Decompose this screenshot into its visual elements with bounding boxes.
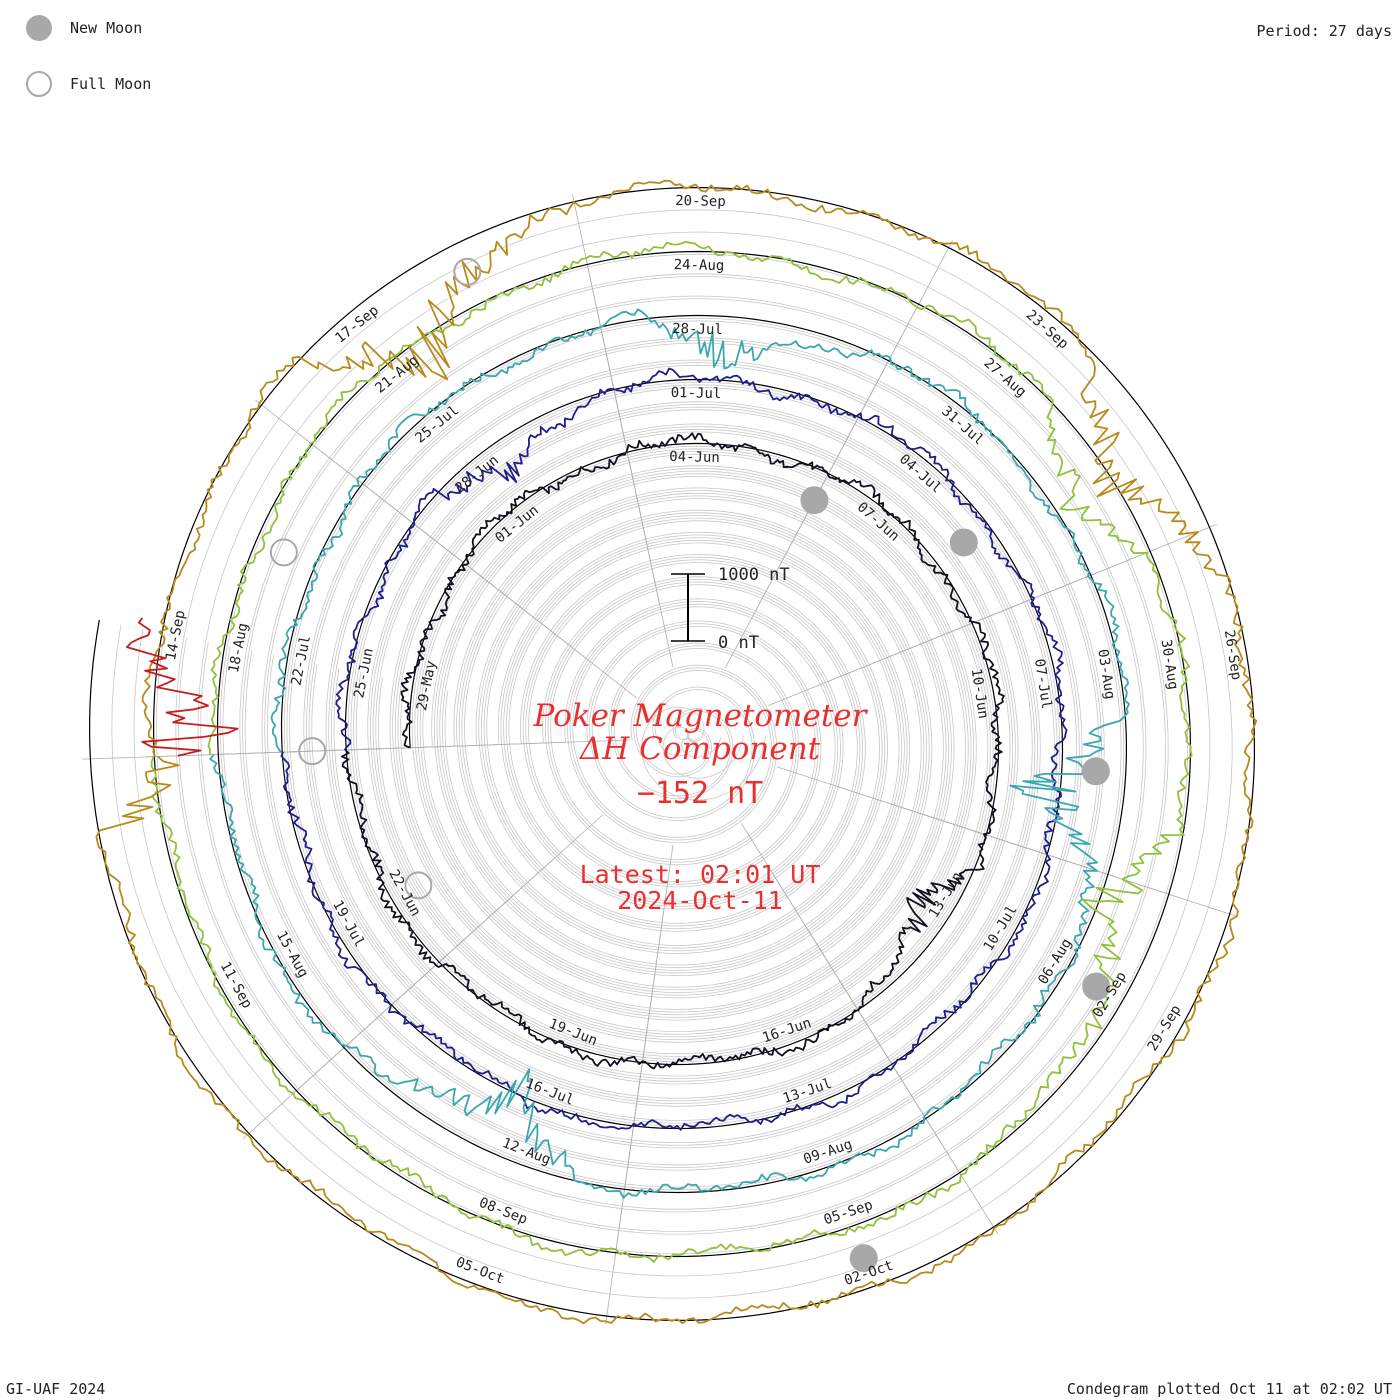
date-label: 22-Jul <box>289 634 315 687</box>
grid-ring <box>422 520 922 988</box>
date-label: 05-Oct <box>453 1254 506 1287</box>
legend-new-moon-label: New Moon <box>70 19 143 37</box>
trace-revolution-3 <box>209 308 1130 1199</box>
full-moon-icon <box>26 71 52 97</box>
trace-revolution-6 <box>126 617 239 757</box>
grid-ring <box>222 320 1122 1188</box>
date-label: 04-Jun <box>669 449 720 466</box>
date-label: 26-Sep <box>1221 629 1244 681</box>
grid-rings <box>89 187 1255 1321</box>
date-label: 18-Aug <box>226 622 252 675</box>
new-moon-marker <box>1082 972 1111 1001</box>
day-spoke <box>1005 523 1218 611</box>
grid-ring <box>355 453 989 1055</box>
scale-top-label: 1000 nT <box>718 565 790 585</box>
grid-ring <box>155 253 1189 1255</box>
magnetometer-traces <box>95 179 1258 1325</box>
grid-ring <box>311 409 1033 1099</box>
new-moon-marker <box>849 1244 878 1273</box>
trace-revolution-4 <box>150 240 1193 1263</box>
date-label: 07-Jul <box>1031 658 1054 710</box>
trace-revolution-1 <box>340 432 1005 1070</box>
day-spoke <box>242 985 413 1140</box>
date-label: 14-Sep <box>163 609 189 662</box>
date-label: 24-Aug <box>674 257 725 274</box>
date-label: 25-Jun <box>351 647 377 700</box>
grid-ring <box>177 275 1166 1232</box>
day-spoke <box>845 240 953 443</box>
date-label: 28-Jul <box>672 321 723 338</box>
period-label: Period: 27 days <box>1256 22 1392 40</box>
legend-full-moon-label: Full Moon <box>70 75 152 93</box>
grid-ring <box>244 342 1100 1166</box>
grid-ring <box>400 498 944 1010</box>
day-spoke <box>255 399 436 541</box>
day-spokes <box>82 193 1238 1325</box>
grid-ring <box>333 431 1011 1077</box>
new-moon-marker <box>800 486 829 515</box>
date-label: 10-Jun <box>968 667 991 719</box>
scale-bar: 1000 nT 0 nT <box>671 565 790 653</box>
latest-time: Latest: 02:01 UT <box>579 860 821 889</box>
trace-revolution-5 <box>95 179 1258 1325</box>
grid-ring <box>133 231 1211 1277</box>
full-moon-marker <box>298 737 327 766</box>
full-moon-marker <box>453 257 482 286</box>
date-label: 20-Sep <box>675 193 726 210</box>
date-label: 29-Sep <box>1145 1002 1185 1054</box>
grid-ring <box>377 475 967 1033</box>
full-moon-marker <box>269 538 298 567</box>
new-moon-icon <box>26 15 52 41</box>
credit-label: GI-UAF 2024 <box>6 1380 106 1398</box>
chart-subtitle: ΔH Component <box>579 731 821 767</box>
trace-revolution-2 <box>280 367 1068 1131</box>
day-spoke <box>82 750 311 760</box>
full-moon-marker <box>404 871 433 900</box>
new-moon-marker <box>1081 757 1110 786</box>
grid-ring <box>266 364 1078 1143</box>
current-value: −152 nT <box>636 776 764 811</box>
legend-full-moon: Full Moon <box>26 68 151 100</box>
date-label: 03-Aug <box>1094 648 1117 700</box>
grid-ring <box>200 298 1144 1210</box>
scale-bottom-label: 0 nT <box>718 633 759 653</box>
plotted-timestamp: Condegram plotted Oct 11 at 02:02 UT <box>1066 1380 1392 1398</box>
grid-ring <box>289 387 1055 1121</box>
moon-markers <box>269 257 1111 1273</box>
date-label: 30-Aug <box>1158 638 1181 690</box>
day-spoke <box>571 193 621 418</box>
date-label: 01-Jul <box>671 385 722 402</box>
chart-title: Poker Magnetometer <box>533 698 867 734</box>
date-label: 17-Sep <box>332 303 381 347</box>
grid-ring <box>444 542 900 966</box>
latest-date: 2024-Oct-11 <box>617 886 783 915</box>
legend-new-moon: New Moon <box>26 12 142 44</box>
day-spoke <box>876 1040 999 1235</box>
date-label: 11-Sep <box>217 959 255 1011</box>
day-spoke <box>605 1098 638 1325</box>
new-moon-marker <box>949 528 978 557</box>
date-label: 05-Sep <box>822 1197 875 1228</box>
day-spoke <box>1020 845 1238 917</box>
date-label: 23-Sep <box>1023 307 1072 352</box>
